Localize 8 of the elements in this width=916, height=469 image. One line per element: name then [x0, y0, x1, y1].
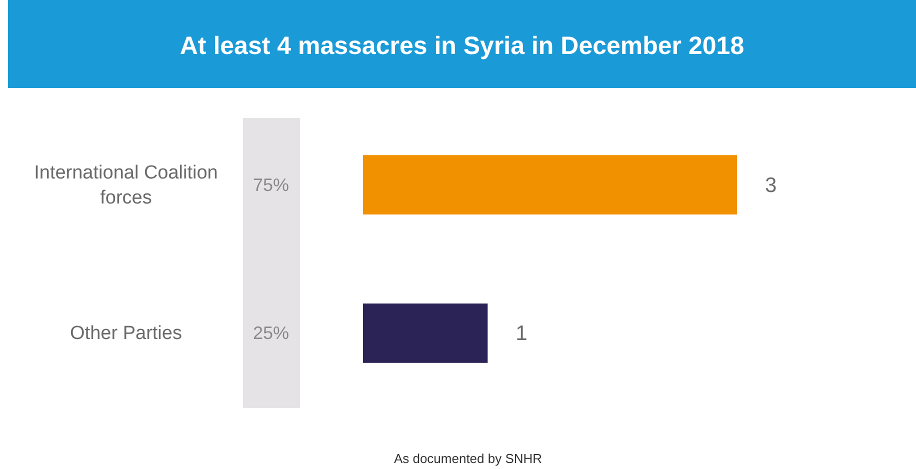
- data-label: 3: [765, 174, 777, 197]
- text: As documented by SNHR: [394, 451, 542, 466]
- data-label: 1: [516, 322, 528, 346]
- chart-title: At least 4 massacres in Syria in December 2018: [180, 32, 744, 60]
- text: 25%: [252, 323, 290, 344]
- y-tick-label: Other Parties: [70, 323, 182, 344]
- y-tick-label: International Coalition forces: [34, 162, 218, 208]
- text: 75%: [252, 174, 290, 195]
